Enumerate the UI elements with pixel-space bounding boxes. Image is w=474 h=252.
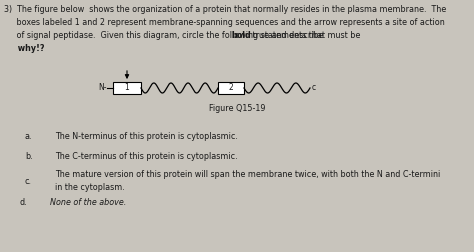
Text: The C-terminus of this protein is cytoplasmic.: The C-terminus of this protein is cytopl… xyxy=(55,152,237,161)
Text: The mature version of this protein will span the membrane twice, with both the N: The mature version of this protein will … xyxy=(55,170,440,179)
Text: why!?: why!? xyxy=(4,44,45,53)
Text: of signal peptidase.  Given this diagram, circle the following statements that m: of signal peptidase. Given this diagram,… xyxy=(4,31,363,40)
Text: b.: b. xyxy=(25,152,33,161)
Text: a.: a. xyxy=(25,132,33,141)
Text: true and describe: true and describe xyxy=(250,31,323,40)
Text: c.: c. xyxy=(25,177,32,186)
Text: 2: 2 xyxy=(228,83,233,92)
Text: 1: 1 xyxy=(125,83,129,92)
Text: The N-terminus of this protein is cytoplasmic.: The N-terminus of this protein is cytopl… xyxy=(55,132,238,141)
Text: in the cytoplasm.: in the cytoplasm. xyxy=(55,183,125,192)
Text: boxes labeled 1 and 2 represent membrane-spanning sequences and the arrow repres: boxes labeled 1 and 2 represent membrane… xyxy=(4,18,445,27)
Text: c: c xyxy=(312,83,316,92)
Bar xyxy=(113,82,141,94)
Text: 3)  The figure below  shows the organization of a protein that normally resides : 3) The figure below shows the organizati… xyxy=(4,5,446,14)
Text: N-: N- xyxy=(99,83,107,92)
Text: bold: bold xyxy=(232,31,252,40)
Text: None of the above.: None of the above. xyxy=(50,198,126,207)
Text: d.: d. xyxy=(20,198,27,207)
Text: Figure Q15-19: Figure Q15-19 xyxy=(209,104,265,113)
Bar xyxy=(218,82,244,94)
